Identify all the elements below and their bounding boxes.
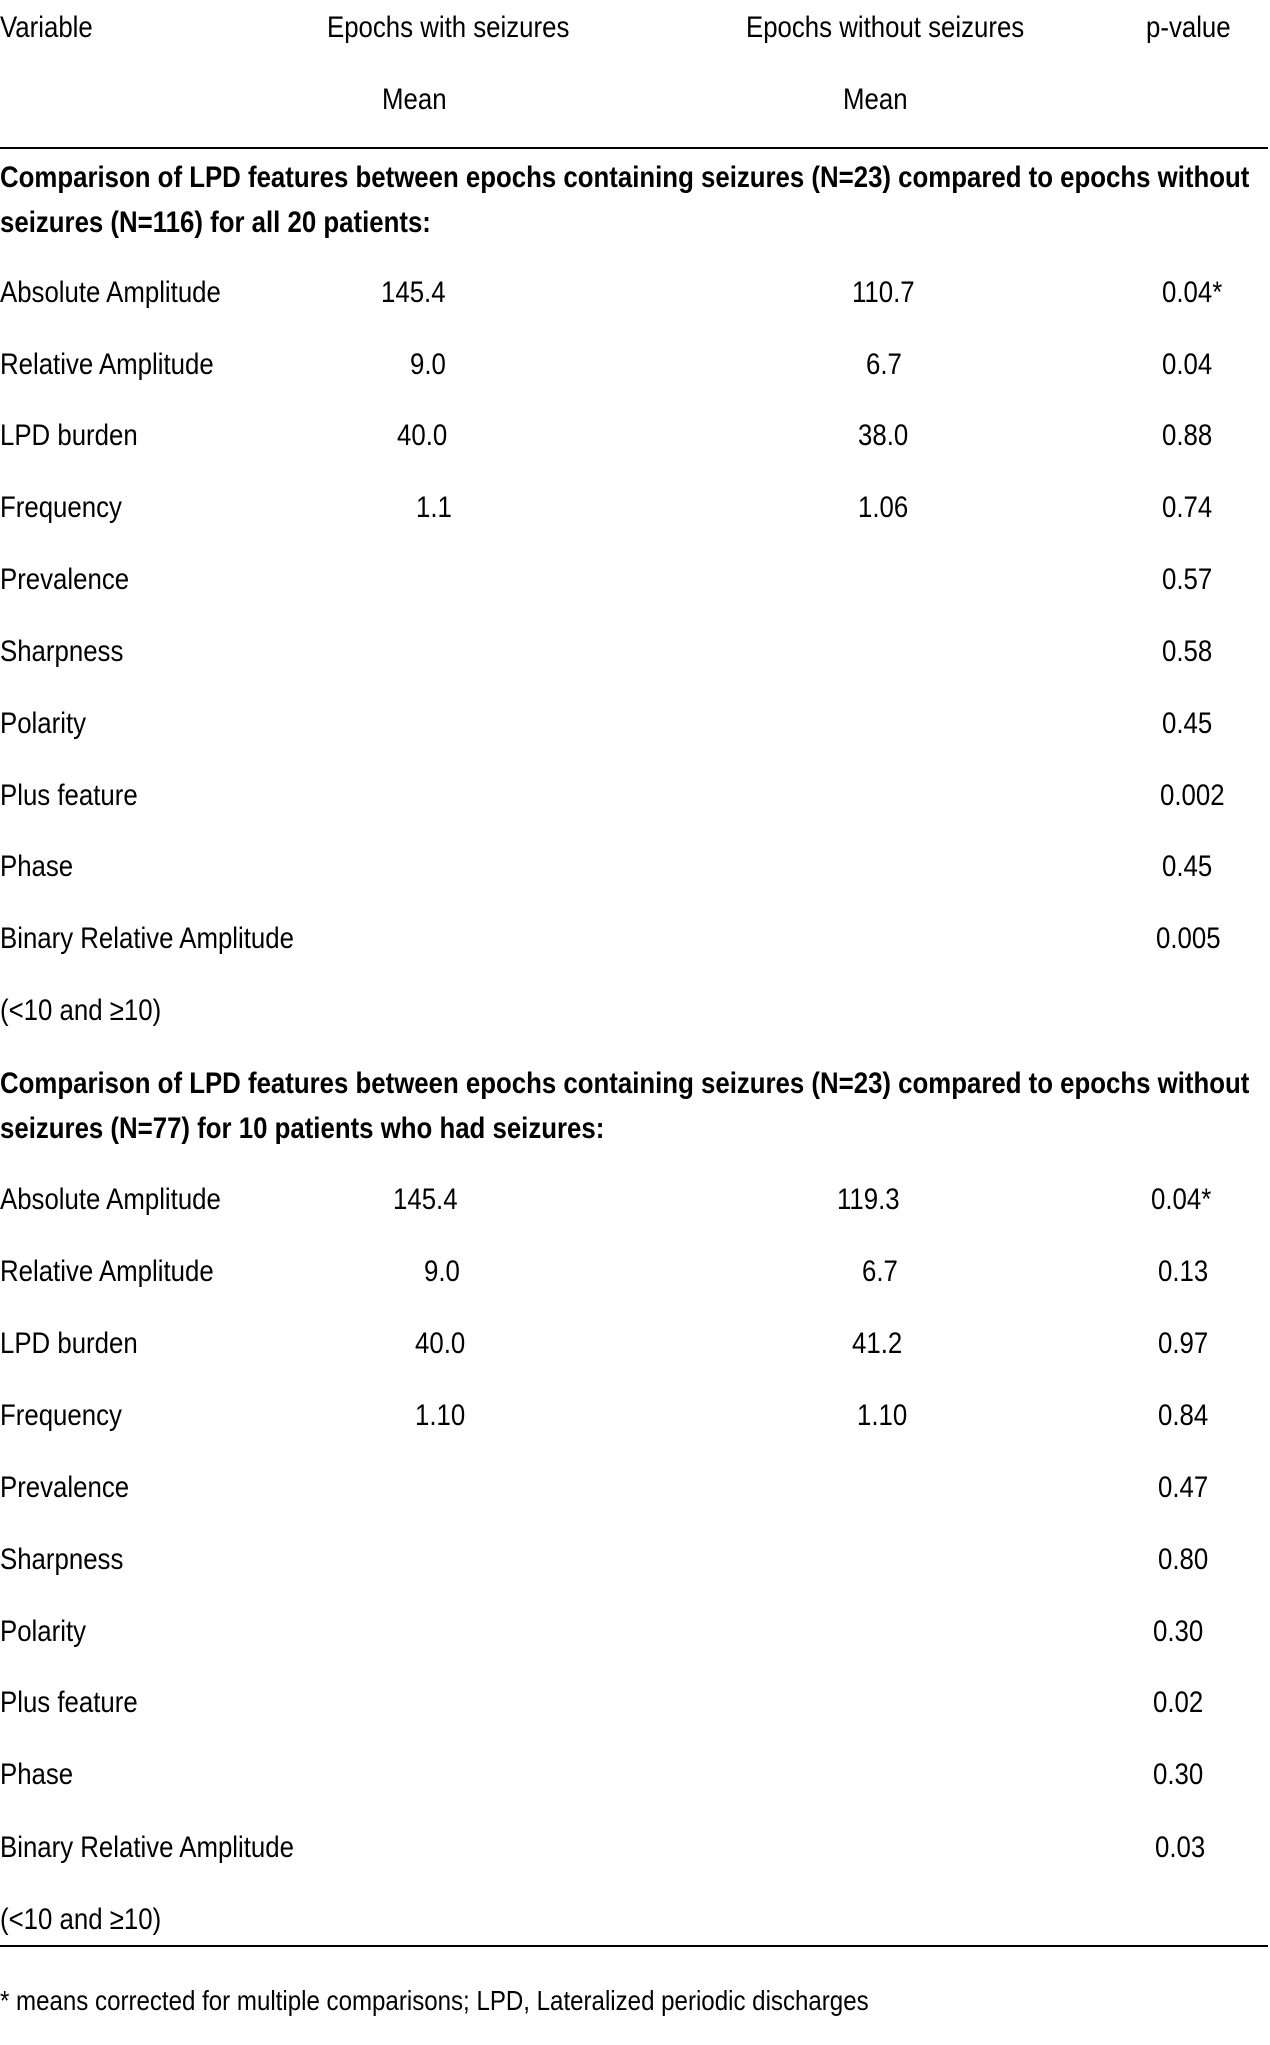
footnote: * means corrected for multiple compariso… (0, 1985, 869, 2016)
header-variable: Variable (0, 11, 93, 44)
table-row-variable: Sharpness (0, 635, 124, 668)
table-row-variable: Frequency (0, 491, 122, 524)
table-row-pvalue: 0.47 (1158, 1471, 1209, 1504)
table-row-pvalue: 0.84 (1158, 1399, 1209, 1432)
table-row-without: 110.7 (852, 276, 915, 309)
table-row-without: 6.7 (866, 348, 902, 381)
table-row-pvalue: 0.88 (1162, 419, 1213, 452)
section-2-title-line1: Comparison of LPD features between epoch… (0, 1067, 1250, 1100)
table-row-with: 145.4 (393, 1183, 458, 1216)
section-1-title-line2: seizures (N=116) for all 20 patients: (0, 206, 431, 239)
table-row-variable: (<10 and ≥10) (0, 1903, 162, 1936)
table-row-variable: Frequency (0, 1399, 122, 1432)
table-row-pvalue: 0.005 (1156, 922, 1221, 955)
section-1-title-line1: Comparison of LPD features between epoch… (0, 161, 1250, 194)
table-row-pvalue: 0.02 (1153, 1686, 1204, 1719)
table-row-pvalue: 0.13 (1158, 1255, 1209, 1288)
table-row-pvalue: 0.04 (1162, 348, 1213, 381)
table-row-variable: LPD burden (0, 1327, 138, 1360)
table-row-with: 40.0 (397, 419, 448, 452)
table-row-without: 38.0 (858, 419, 909, 452)
table-row-without: 6.7 (862, 1255, 898, 1288)
footer-rule (0, 1945, 1268, 1947)
header-mean-with: Mean (382, 83, 447, 116)
table-row-variable: Prevalence (0, 1471, 130, 1504)
table-row-pvalue: 0.04* (1162, 276, 1223, 309)
table-row-pvalue: 0.97 (1158, 1327, 1209, 1360)
table-row-variable: Plus feature (0, 779, 138, 812)
table-row-variable: Relative Amplitude (0, 348, 214, 381)
table-row-variable: Polarity (0, 1615, 87, 1648)
table-row-variable: Plus feature (0, 1686, 138, 1719)
table-row-pvalue: 0.002 (1160, 779, 1225, 812)
table-row-pvalue: 0.30 (1153, 1615, 1204, 1648)
table-row-variable: Polarity (0, 707, 87, 740)
table-row-with: 145.4 (381, 276, 446, 309)
table-row-pvalue: 0.58 (1162, 635, 1213, 668)
table-row-variable: (<10 and ≥10) (0, 994, 162, 1027)
table-row-with: 40.0 (415, 1327, 466, 1360)
table-row-variable: Phase (0, 850, 74, 883)
table-row-without: 119.3 (837, 1183, 900, 1216)
table-row-pvalue: 0.45 (1162, 850, 1213, 883)
table-row-variable: LPD burden (0, 419, 138, 452)
table-row-pvalue: 0.74 (1162, 491, 1213, 524)
table-row-variable: Binary Relative Amplitude (0, 922, 294, 955)
table-row-pvalue: 0.30 (1153, 1758, 1204, 1791)
table-row-without: 1.06 (858, 491, 909, 524)
table-row-without: 1.10 (857, 1399, 908, 1432)
table-row-with: 1.10 (415, 1399, 466, 1432)
table-row-without: 41.2 (852, 1327, 903, 1360)
table-row-variable: Sharpness (0, 1543, 124, 1576)
table-row-pvalue: 0.45 (1162, 707, 1213, 740)
header-pvalue: p-value (1146, 11, 1231, 44)
table-row-variable: Binary Relative Amplitude (0, 1831, 294, 1864)
header-rule (0, 147, 1268, 149)
header-mean-without: Mean (843, 83, 908, 116)
header-with-seizures: Epochs with seizures (327, 11, 570, 44)
table-row-pvalue: 0.57 (1162, 563, 1213, 596)
table-row-with: 9.0 (424, 1255, 460, 1288)
table-row-variable: Relative Amplitude (0, 1255, 214, 1288)
table-row-variable: Absolute Amplitude (0, 276, 221, 309)
table-row-variable: Prevalence (0, 563, 130, 596)
table-row-variable: Phase (0, 1758, 74, 1791)
header-without-seizures: Epochs without seizures (746, 11, 1025, 44)
table-row-pvalue: 0.04* (1151, 1183, 1212, 1216)
table-row-variable: Absolute Amplitude (0, 1183, 221, 1216)
table-row-pvalue: 0.03 (1155, 1831, 1206, 1864)
table-row-with: 1.1 (416, 491, 452, 524)
section-2-title-line2: seizures (N=77) for 10 patients who had … (0, 1112, 605, 1145)
table-row-with: 9.0 (410, 348, 446, 381)
table-row-pvalue: 0.80 (1158, 1543, 1209, 1576)
